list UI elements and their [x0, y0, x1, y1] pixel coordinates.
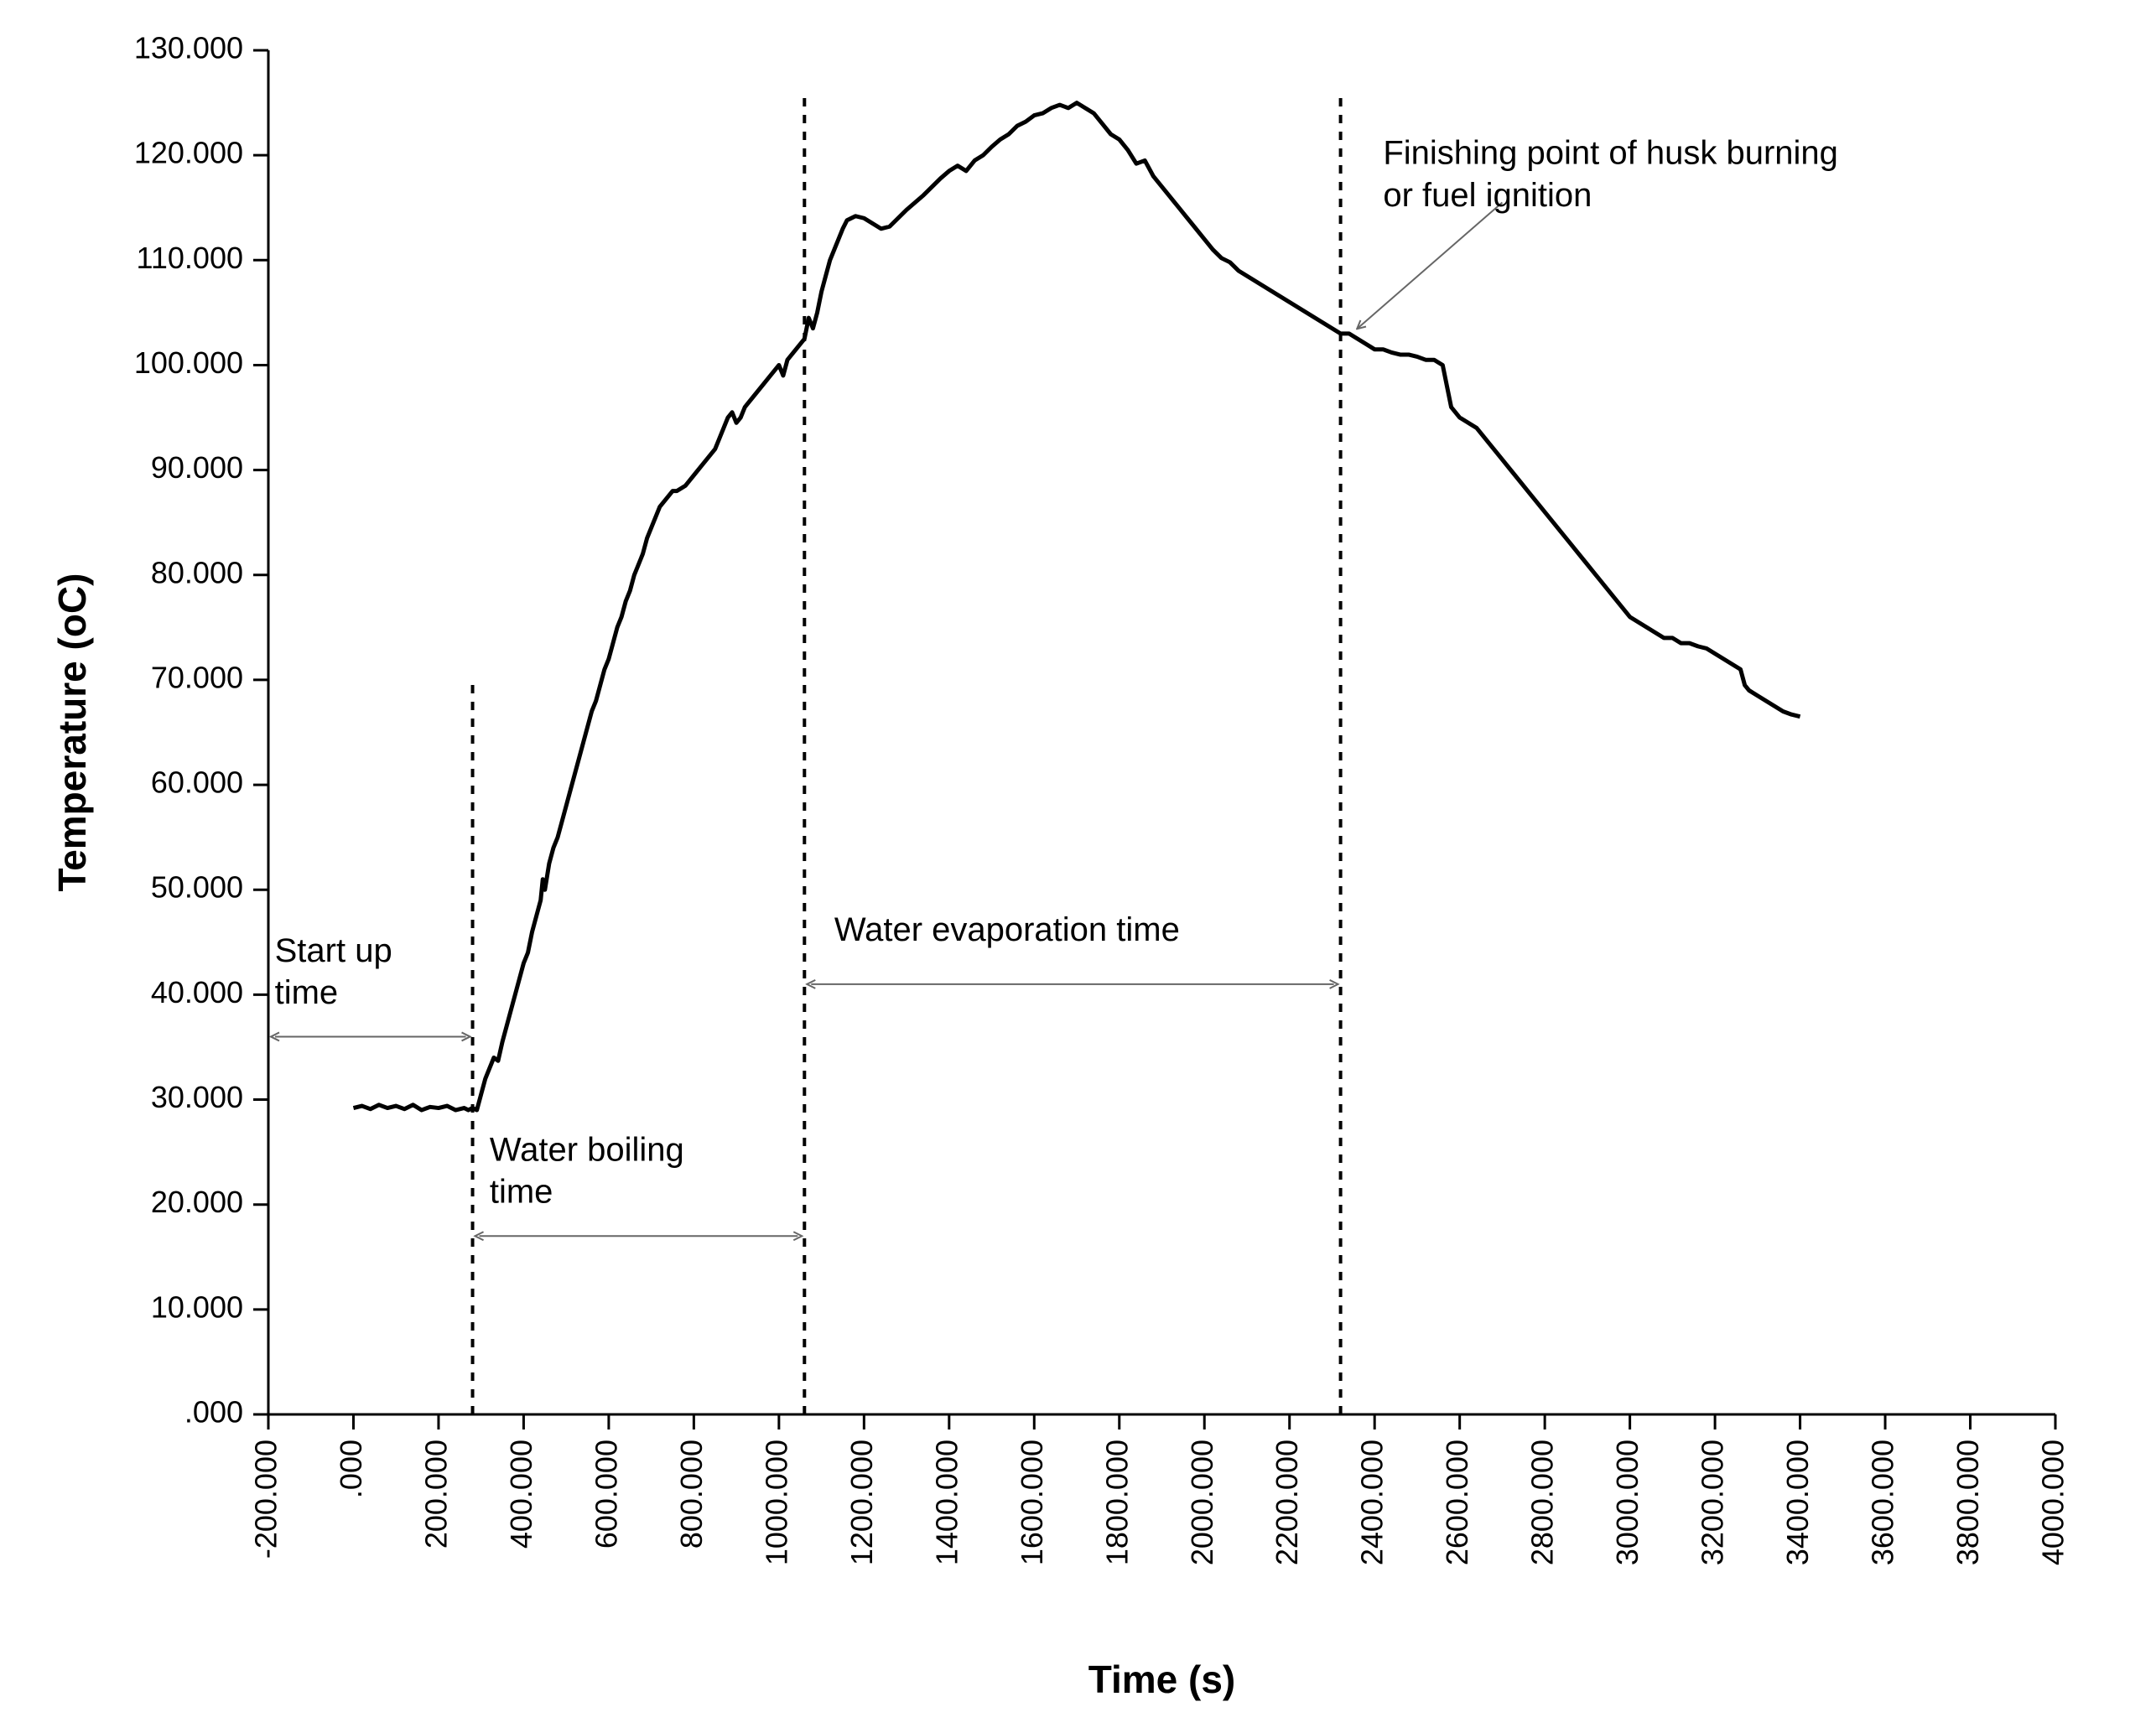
x-tick-label: 1000.000: [759, 1440, 793, 1565]
x-tick-label: 800.000: [674, 1440, 709, 1549]
boiling-label-1: Water boiling: [490, 1132, 684, 1169]
x-tick-label: 4000.000: [2036, 1440, 2070, 1565]
y-tick-label: 110.000: [137, 241, 243, 275]
x-tick-label: 2000.000: [1185, 1440, 1219, 1565]
x-tick-label: 2800.000: [1525, 1440, 1560, 1565]
startup-label-2: time: [275, 974, 339, 1011]
x-tick-label: 400.000: [504, 1440, 538, 1549]
plot-background: [0, 0, 2156, 1733]
boiling-label-2: time: [490, 1174, 553, 1211]
y-tick-label: 60.000: [151, 765, 243, 800]
finish-label-1: Finishing point of husk burning: [1383, 135, 1838, 172]
x-tick-label: 2200.000: [1270, 1440, 1304, 1565]
y-tick-label: 10.000: [151, 1289, 243, 1324]
x-tick-label: 3800.000: [1951, 1440, 1985, 1565]
x-tick-label: 3600.000: [1866, 1440, 1900, 1565]
chart-container: .000 10.000 20.000 30.000 40.000 50.000 60.000…: [0, 0, 2156, 1733]
startup-label-1: Start up: [275, 932, 392, 969]
y-tick-label: 90.000: [151, 450, 243, 485]
x-tick-label: 1400.000: [929, 1440, 964, 1565]
y-tick-label: 130.000: [134, 31, 243, 65]
y-axis-label: Temperature (oC): [50, 573, 94, 892]
y-tick-label: 80.000: [151, 555, 243, 589]
y-tick-label: 50.000: [151, 870, 243, 905]
x-tick-label: 1200.000: [844, 1440, 879, 1565]
y-tick-label: 20.000: [151, 1185, 243, 1219]
x-tick-label: 3400.000: [1780, 1440, 1815, 1565]
x-axis-label: Time (s): [1088, 1658, 1236, 1701]
finish-label-2: or fuel ignition: [1383, 177, 1592, 214]
x-tick-label: 2400.000: [1355, 1440, 1390, 1565]
x-tick-label: .000: [334, 1440, 368, 1498]
y-tick-label: 70.000: [151, 660, 243, 694]
y-tick-label: 30.000: [151, 1080, 243, 1114]
x-tick-label: 1800.000: [1099, 1440, 1134, 1565]
temperature-time-chart: .000 10.000 20.000 30.000 40.000 50.000 60.000…: [0, 0, 2156, 1733]
y-tick-label: 100.000: [134, 345, 243, 380]
x-tick-label: 3000.000: [1610, 1440, 1644, 1565]
x-tick-label: 3200.000: [1696, 1440, 1730, 1565]
x-tick-label: -200.000: [249, 1440, 283, 1559]
y-tick-label: 40.000: [151, 975, 243, 1009]
x-tick-label: 600.000: [589, 1440, 623, 1549]
y-tick-label: 120.000: [134, 136, 243, 170]
x-tick-label: 1600.000: [1015, 1440, 1049, 1565]
x-tick-label: 200.000: [418, 1440, 453, 1549]
x-tick-label: 2600.000: [1440, 1440, 1474, 1565]
evap-label: Water evaporation time: [834, 911, 1180, 948]
y-tick-label: .000: [184, 1395, 243, 1429]
